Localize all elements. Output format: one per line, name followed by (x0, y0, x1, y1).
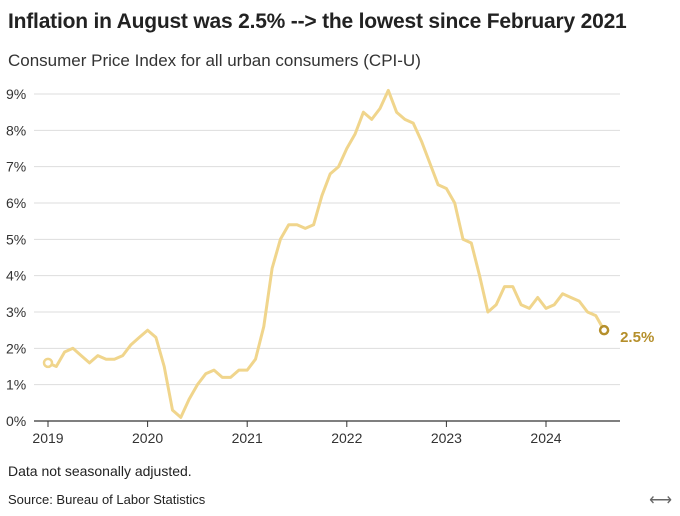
y-tick-label: 1% (6, 377, 26, 393)
chart-title: Inflation in August was 2.5% --> the low… (8, 10, 627, 33)
x-tick-label: 2023 (431, 430, 462, 446)
end-point-marker (598, 324, 610, 336)
x-tick-label: 2020 (132, 430, 163, 446)
y-tick-label: 5% (6, 231, 26, 247)
source-credit: Source: Bureau of Labor Statistics (8, 492, 206, 507)
y-tick-label: 7% (6, 159, 26, 175)
x-tick-label: 2024 (530, 430, 561, 446)
footnote: Data not seasonally adjusted. (8, 463, 192, 479)
y-tick-label: 0% (6, 413, 26, 429)
y-tick-label: 9% (6, 86, 26, 102)
expand-icon[interactable]: ⟷ (649, 492, 672, 509)
y-tick-label: 8% (6, 122, 26, 138)
x-tick-label: 2019 (32, 430, 63, 446)
y-tick-label: 2% (6, 340, 26, 356)
cpi-series-line (46, 88, 606, 419)
x-tick-label: 2022 (331, 430, 362, 446)
y-tick-label: 4% (6, 268, 26, 284)
start-point-marker (42, 357, 54, 369)
y-tick-label: 6% (6, 195, 26, 211)
chart-subtitle: Consumer Price Index for all urban consu… (8, 51, 421, 70)
x-tick-label: 2021 (232, 430, 263, 446)
y-tick-label: 3% (6, 304, 26, 320)
cpi-line-chart: 0% 1% 2% 3% 4% 5% 6% 7% 8% 9% 2019 2020 2021 2022 2023… (6, 86, 654, 446)
end-value-label: 2.5% (620, 329, 654, 346)
